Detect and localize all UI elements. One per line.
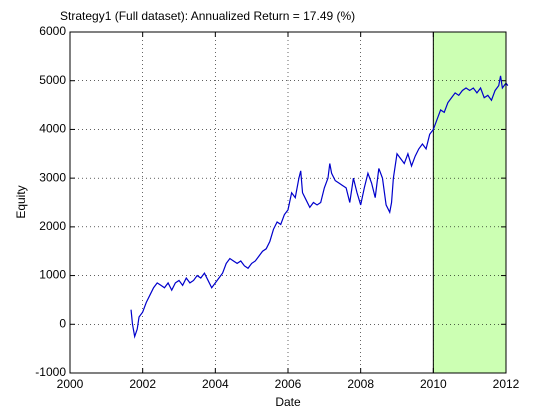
y-tick-label: 4000 [39, 122, 66, 136]
plot-frame [69, 31, 507, 374]
x-tick-label: 2002 [129, 377, 156, 391]
y-tick-label: 6000 [39, 24, 66, 38]
x-tick-label: 2008 [347, 377, 374, 391]
y-axis-label: Equity [14, 185, 28, 218]
shaded-region [433, 32, 506, 373]
equity-line [130, 75, 509, 339]
x-axis-label: Date [275, 395, 301, 409]
x-tick-label: 2006 [275, 377, 302, 391]
chart-title: Strategy1 (Full dataset): Annualized Ret… [60, 9, 355, 23]
y-tick-label: 0 [59, 316, 66, 330]
y-tick-label: 1000 [39, 268, 66, 282]
y-tick-label: 3000 [39, 170, 66, 184]
x-tick-label: 2010 [420, 377, 447, 391]
x-tick-label: 2004 [202, 377, 229, 391]
x-tick-label: 2012 [493, 377, 520, 391]
y-tick-label: 5000 [39, 73, 66, 87]
y-tick-label: 2000 [39, 219, 66, 233]
x-tick-label: 2000 [57, 377, 84, 391]
y-tick-label: -1000 [35, 365, 66, 379]
